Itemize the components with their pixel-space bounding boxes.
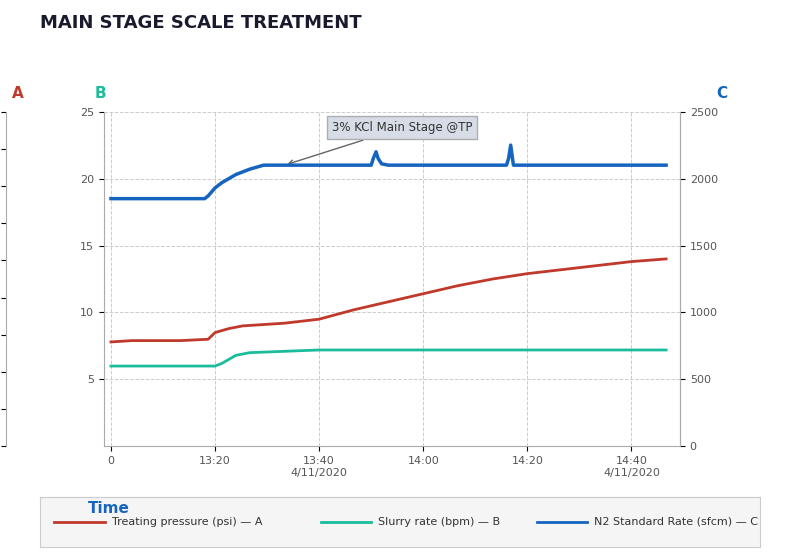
Text: Treating pressure (psi) — A: Treating pressure (psi) — A (112, 517, 262, 527)
Text: 3% KCl Main Stage @TP: 3% KCl Main Stage @TP (289, 121, 473, 165)
Text: MAIN STAGE SCALE TREATMENT: MAIN STAGE SCALE TREATMENT (40, 14, 362, 32)
Text: C: C (716, 85, 727, 100)
Text: B: B (94, 85, 106, 100)
Text: Slurry rate (bpm) — B: Slurry rate (bpm) — B (378, 517, 501, 527)
Text: N2 Standard Rate (sfcm) — C: N2 Standard Rate (sfcm) — C (594, 517, 758, 527)
Text: Time: Time (88, 501, 130, 516)
Text: A: A (12, 85, 24, 100)
